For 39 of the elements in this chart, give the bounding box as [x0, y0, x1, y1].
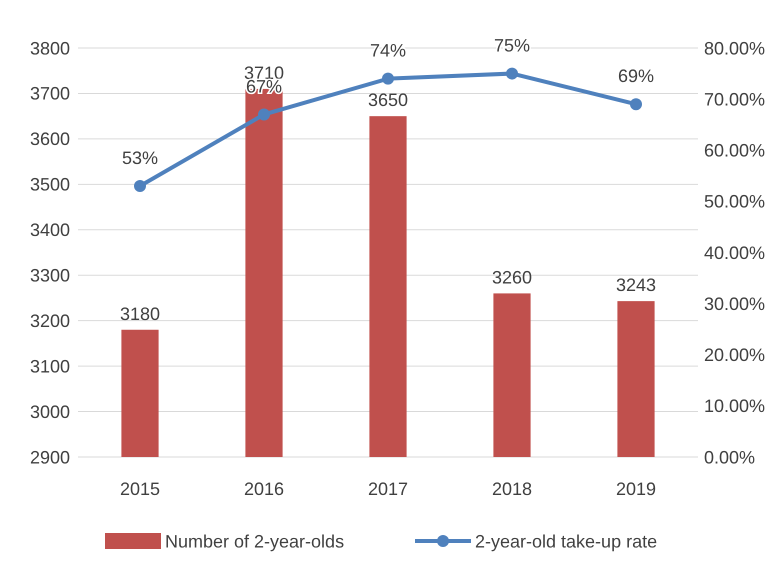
x-tick-label: 2017: [368, 479, 408, 499]
y2-tick-label: 60.00%: [704, 140, 766, 161]
y-tick-label: 3600: [30, 129, 70, 150]
y2-tick-label: 50.00%: [704, 192, 766, 212]
y-tick-label: 3300: [30, 266, 70, 286]
y2-tick-label: 80.00%: [704, 38, 766, 58]
data-label: 69%: [618, 66, 654, 86]
y2-tick-label: 10.00%: [704, 396, 766, 416]
y2-tick-label: 40.00%: [704, 242, 766, 263]
y-tick-label: 3400: [30, 220, 70, 240]
x-tick-label: 2015: [120, 479, 160, 499]
point: [382, 72, 394, 85]
y-tick-label: 2900: [30, 447, 70, 468]
y-tick-label: 3500: [30, 174, 70, 195]
legend-label: Number of 2-year-olds: [165, 531, 344, 552]
y2-tick-label: 0.00%: [704, 447, 756, 468]
data-label: 3260: [492, 267, 532, 288]
data-label: 75%: [494, 36, 530, 56]
point: [630, 98, 642, 110]
y-tick-label: 3000: [30, 402, 70, 422]
y2-tick-label: 20.00%: [704, 345, 766, 366]
x-tick-label: 2019: [616, 479, 656, 499]
data-label: 3650: [368, 90, 408, 110]
x-tick-label: 2018: [492, 479, 532, 499]
point: [258, 108, 270, 120]
x-tick-label: 2016: [244, 479, 284, 499]
y2-tick-label: 70.00%: [704, 89, 766, 110]
y-tick-label: 3200: [30, 310, 70, 331]
data-label: 53%: [122, 148, 158, 168]
y-tick-label: 3100: [30, 356, 70, 376]
point: [506, 68, 518, 80]
data-label: 74%: [370, 40, 406, 61]
y2-tick-label: 30.00%: [704, 294, 766, 314]
data-label: 3180: [120, 304, 160, 324]
legend-label: 2-year-old take-up rate: [475, 531, 658, 552]
y-tick-label: 3800: [30, 38, 70, 58]
point: [134, 180, 146, 192]
y-tick-label: 3700: [30, 84, 70, 104]
data-label: 3243: [616, 275, 656, 296]
